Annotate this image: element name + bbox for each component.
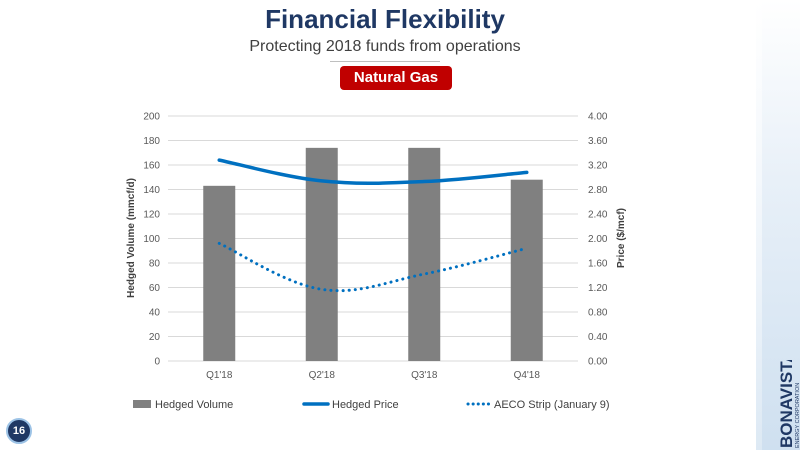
slide-subtitle: Protecting 2018 funds from operations xyxy=(249,38,521,55)
volume-bar xyxy=(510,179,543,361)
legend-label-volume: Hedged Volume xyxy=(155,399,233,411)
legend-label-aeco: AECO Strip (January 9) xyxy=(494,399,610,411)
left-tick-label: 100 xyxy=(143,234,160,245)
x-tick-label: Q2'18 xyxy=(309,370,336,381)
legend: Hedged Volume Hedged Price AECO Strip (Jan… xyxy=(133,399,610,411)
left-tick-label: 20 xyxy=(149,332,161,343)
right-tick-label: 0.40 xyxy=(588,332,608,343)
right-axis-label: Price ($/mcf) xyxy=(616,208,627,268)
svg-text:BONAVISTA: BONAVISTA xyxy=(777,360,796,448)
x-tick-label: Q4'18 xyxy=(514,370,541,381)
page-number: 16 xyxy=(6,418,32,444)
right-axis-ticks: 0.00 0.40 0.80 1.20 1.60 2.00 2.40 2.80 3.20 3.60… xyxy=(588,112,608,368)
right-tick-label: 0.80 xyxy=(588,308,608,319)
right-tick-label: 0.00 xyxy=(588,357,608,368)
left-axis-ticks: 0 20 40 60 80 100 120 140 160 180 200 xyxy=(143,112,160,368)
volume-bar xyxy=(203,185,236,361)
left-tick-label: 0 xyxy=(154,357,160,368)
left-tick-label: 200 xyxy=(143,112,160,123)
right-tick-label: 2.80 xyxy=(588,185,608,196)
x-tick-label: Q3'18 xyxy=(411,370,438,381)
left-tick-label: 60 xyxy=(149,283,161,294)
natural-gas-badge: Natural Gas xyxy=(340,66,452,90)
left-tick-label: 160 xyxy=(143,161,160,172)
legend-label-hedged-price: Hedged Price xyxy=(332,399,399,411)
left-tick-label: 140 xyxy=(143,185,160,196)
subtitle-underline xyxy=(330,61,440,62)
line-series xyxy=(217,158,529,293)
right-tick-label: 3.20 xyxy=(588,161,608,172)
left-tick-label: 40 xyxy=(149,308,161,319)
left-axis-label: Hedged Volume (mmcf/d) xyxy=(126,178,137,298)
right-tick-label: 2.40 xyxy=(588,210,608,221)
side-band xyxy=(762,0,800,450)
slide-title: Financial Flexibility xyxy=(265,4,505,34)
left-tick-label: 180 xyxy=(143,136,160,147)
left-tick-label: 80 xyxy=(149,259,161,270)
aeco-strip-line xyxy=(217,241,529,293)
right-tick-label: 4.00 xyxy=(588,112,608,123)
bar-series xyxy=(203,147,543,361)
right-tick-label: 1.20 xyxy=(588,283,608,294)
right-tick-label: 1.60 xyxy=(588,259,608,270)
right-tick-label: 3.60 xyxy=(588,136,608,147)
svg-text:ENERGY CORPORATION: ENERGY CORPORATION xyxy=(795,383,800,448)
x-tick-label: Q1'18 xyxy=(206,370,233,381)
left-tick-label: 120 xyxy=(143,210,160,221)
side-band-inner xyxy=(756,0,762,450)
bonavista-logo: BONAVISTA ENERGY CORPORATION xyxy=(777,360,800,448)
right-tick-label: 2.00 xyxy=(588,234,608,245)
x-axis-ticks: Q1'18 Q2'18 Q3'18 Q4'18 xyxy=(206,370,540,381)
hedged-price-line xyxy=(217,158,529,186)
legend-swatch-volume xyxy=(133,400,151,408)
